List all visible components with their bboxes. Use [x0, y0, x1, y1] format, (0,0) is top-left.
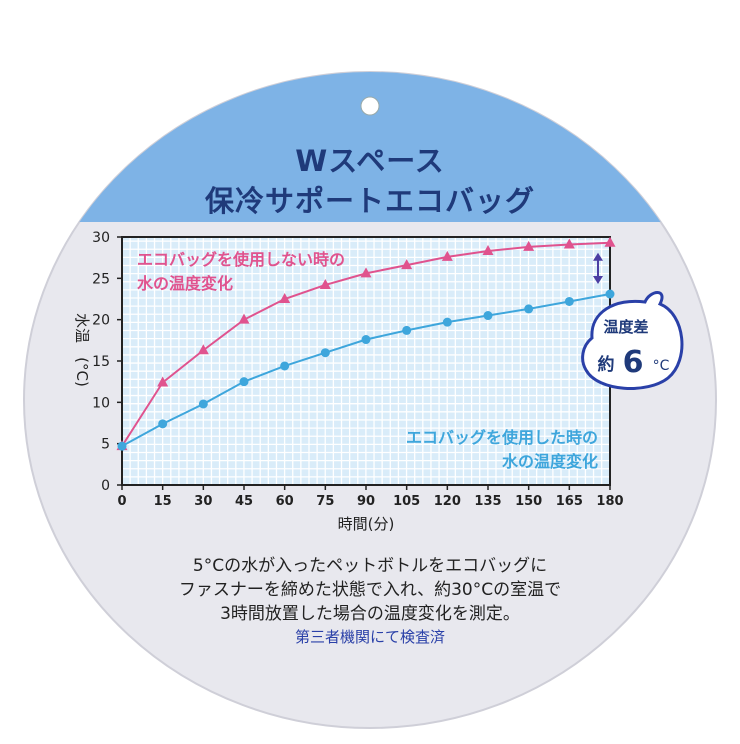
- data-point-circle: [158, 419, 168, 429]
- x-tick-label: 90: [357, 494, 375, 509]
- data-point-circle: [483, 311, 493, 321]
- data-point-circle: [605, 289, 615, 299]
- y-axis-unit: (°C): [73, 357, 91, 387]
- data-point-circle: [198, 399, 208, 409]
- difference-arrow-head-up: [593, 252, 603, 261]
- data-point-triangle: [360, 267, 372, 278]
- x-tick-label: 105: [393, 494, 420, 509]
- title-line-1: Wスペース: [295, 144, 445, 178]
- description-line-3: 3時間放置した場合の温度変化を測定。: [220, 604, 520, 624]
- temperature-difference-badge: 温度差 約 6 °C: [581, 291, 684, 390]
- data-point-circle: [280, 361, 290, 371]
- hang-hole: [360, 96, 380, 116]
- data-point-triangle: [157, 376, 169, 387]
- y-tick-label: 20: [92, 313, 110, 329]
- data-point-triangle: [482, 245, 494, 256]
- series-label-line-1: エコバッグを使用しない時の: [137, 250, 345, 269]
- chart-axes: 0 5 10 15 20 25 30 0 15 30 45 60 75 90 105 120 135 150 165…: [73, 230, 624, 533]
- y-tick-label: 25: [92, 271, 110, 287]
- x-tick-label: 45: [235, 494, 253, 509]
- data-point-circle: [442, 317, 452, 327]
- badge-bubble: [581, 291, 684, 390]
- description-line-1: 5°Cの水が入ったペットボトルをエコバッグに: [192, 556, 548, 576]
- series-label-line-1: エコバッグを使用した時の: [406, 428, 598, 447]
- data-point-triangle: [197, 344, 209, 355]
- data-point-triangle: [401, 259, 413, 270]
- data-point-circle: [117, 441, 127, 451]
- badge-unit: °C: [653, 358, 670, 374]
- title-line-2: 保冷サポートエコバッグ: [204, 184, 535, 218]
- data-point-triangle: [319, 278, 331, 289]
- badge-value: 6: [623, 345, 644, 380]
- y-tick-label: 15: [92, 354, 110, 370]
- x-tick-label: 15: [154, 494, 172, 509]
- data-point-triangle: [441, 250, 453, 261]
- data-point-circle: [361, 335, 371, 345]
- badge-prefix: 約: [598, 354, 615, 375]
- description-line-2: ファスナーを締めた状態で入れ、約30°Cの室温で: [178, 580, 562, 600]
- y-tick-label: 30: [92, 230, 110, 246]
- difference-arrow-head-down: [593, 276, 603, 285]
- y-tick-label: 0: [101, 478, 110, 494]
- x-tick-label: 180: [596, 494, 623, 509]
- x-axis-label: 時間(分): [338, 515, 395, 533]
- data-point-triangle: [523, 240, 535, 251]
- data-point-circle: [320, 348, 330, 358]
- data-point-triangle: [279, 293, 291, 303]
- data-point-circle: [564, 296, 574, 306]
- x-tick-label: 165: [556, 494, 583, 509]
- x-tick-label: 30: [194, 494, 212, 509]
- x-tick-label: 60: [276, 494, 294, 509]
- x-tick-label: 0: [117, 494, 126, 509]
- y-axis-label: 水温: [73, 313, 91, 343]
- data-point-circle: [402, 325, 412, 335]
- x-tick-label: 120: [434, 494, 461, 509]
- chart-series: [116, 236, 616, 451]
- y-tick-label: 5: [101, 437, 110, 453]
- data-point-circle: [239, 377, 249, 387]
- y-tick-label: 10: [92, 395, 110, 411]
- data-point-circle: [524, 304, 534, 314]
- badge-label: 温度差: [603, 318, 648, 336]
- test-certification-note: 第三者機関にて検査済: [294, 628, 445, 646]
- x-tick-label: 135: [474, 494, 501, 509]
- x-tick-label: 150: [515, 494, 542, 509]
- data-point-triangle: [604, 236, 616, 247]
- series-label-line-2: 水の温度変化: [137, 274, 233, 293]
- data-point-triangle: [563, 238, 575, 249]
- data-point-triangle: [238, 313, 250, 324]
- series-label-line-2: 水の温度変化: [502, 452, 598, 471]
- x-tick-label: 75: [316, 494, 334, 509]
